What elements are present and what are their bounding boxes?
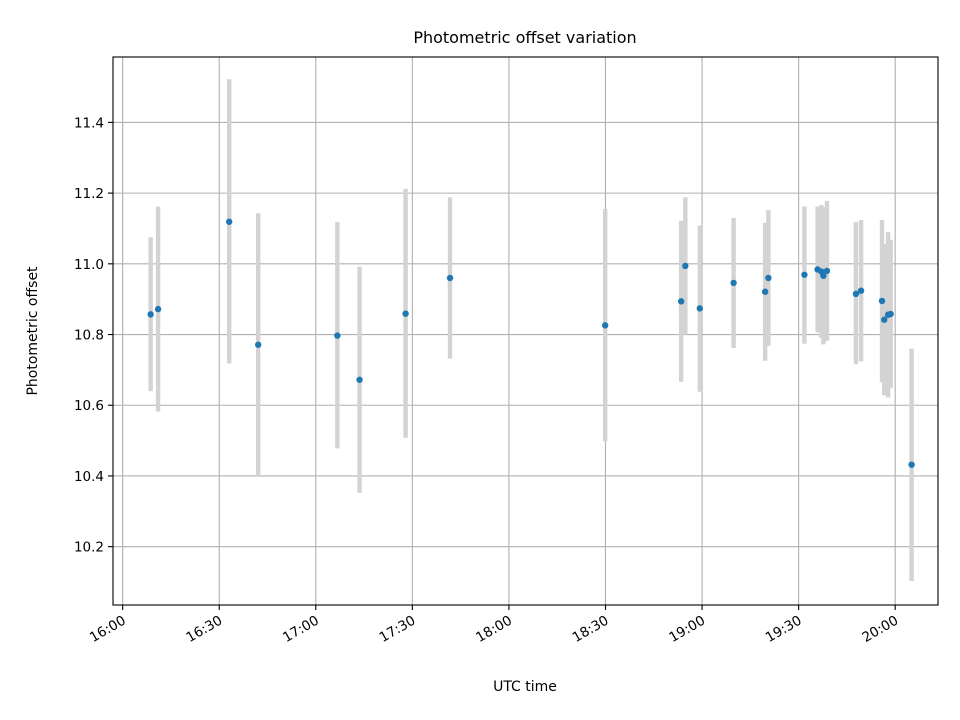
data-point bbox=[226, 218, 233, 225]
y-tick-label: 10.4 bbox=[74, 469, 104, 485]
data-point bbox=[908, 461, 915, 468]
data-point bbox=[852, 290, 860, 298]
y-tick-label: 11.4 bbox=[74, 115, 104, 131]
x-tick-label: 18:00 bbox=[473, 613, 515, 646]
data-point bbox=[154, 305, 162, 313]
y-tick-label: 10.8 bbox=[74, 328, 104, 344]
data-point bbox=[696, 305, 704, 312]
x-tick-label: 16:30 bbox=[184, 613, 226, 646]
data-point bbox=[254, 341, 262, 348]
y-axis: 10.2 10.4 10.6 10.8 11.0 11.2 11.4 bbox=[74, 115, 113, 556]
data-point bbox=[761, 288, 769, 295]
data-point bbox=[823, 267, 831, 275]
data-point bbox=[682, 262, 689, 270]
data-point bbox=[334, 332, 341, 339]
data-point bbox=[677, 298, 685, 305]
data-point bbox=[878, 297, 886, 305]
data-point bbox=[446, 274, 454, 282]
x-tick-label: 18:30 bbox=[570, 613, 612, 646]
x-tick-label: 16:00 bbox=[87, 613, 129, 646]
data-point bbox=[356, 376, 363, 383]
y-tick-label: 10.2 bbox=[74, 540, 104, 556]
y-tick-label: 10.6 bbox=[74, 398, 104, 414]
data-points bbox=[147, 218, 915, 468]
x-axis-label: UTC time bbox=[493, 679, 557, 695]
y-tick-label: 11.2 bbox=[74, 186, 104, 202]
data-point bbox=[881, 316, 888, 323]
data-point bbox=[857, 287, 865, 294]
x-tick-label: 17:00 bbox=[280, 613, 322, 646]
x-tick-label: 20:00 bbox=[859, 613, 901, 646]
x-tick-label: 17:30 bbox=[377, 613, 419, 646]
y-axis-label: Photometric offset bbox=[25, 266, 41, 396]
data-point bbox=[820, 272, 827, 280]
data-point bbox=[402, 310, 409, 317]
grid-lines bbox=[113, 57, 938, 605]
data-point bbox=[147, 311, 154, 318]
x-tick-label: 19:00 bbox=[666, 613, 708, 646]
y-tick-label: 11.0 bbox=[74, 257, 104, 273]
chart-title: Photometric offset variation bbox=[413, 28, 636, 47]
x-axis: 16:00 16:30 17:00 17:30 18:00 18:30 19:00 19:30… bbox=[87, 605, 901, 646]
plot-frame bbox=[112, 56, 939, 606]
error-bars bbox=[148, 79, 914, 581]
data-point bbox=[887, 310, 894, 318]
data-point bbox=[601, 322, 609, 329]
data-point bbox=[765, 274, 772, 282]
data-point bbox=[730, 279, 737, 287]
x-tick-label: 19:30 bbox=[763, 613, 805, 646]
data-point bbox=[801, 271, 808, 278]
